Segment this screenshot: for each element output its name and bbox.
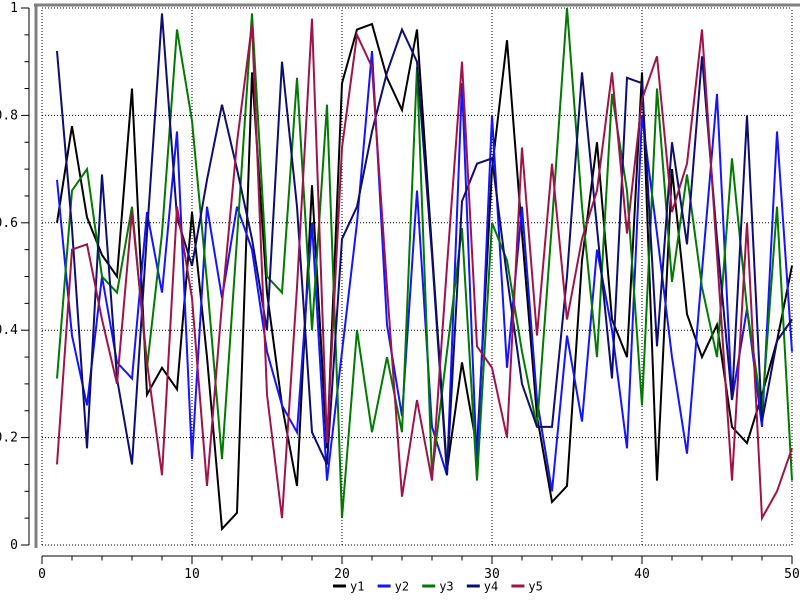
y-tick-label: 1 [10,1,18,16]
x-tick-label: 50 [784,567,800,582]
data-series [56,7,793,532]
y-tick-label: 0.2 [0,431,18,446]
y-tick-label: 0 [10,538,18,553]
legend-label-y4: y4 [484,580,498,594]
y-tick-label: 0.6 [0,216,18,231]
legend-label-y5: y5 [528,580,542,594]
x-axis: 0 10 20 30 40 50 [38,555,800,582]
x-tick-label: 0 [38,567,46,582]
x-tick-label: 10 [184,567,200,582]
y-tick-label: 0.4 [0,323,18,338]
legend-label-y1: y1 [350,580,364,594]
x-tick-label: 40 [634,567,650,582]
series-line-y2 [56,50,793,492]
series-line-y1 [56,22,793,532]
series-line-y5 [56,18,793,522]
legend-label-y2: y2 [395,580,409,594]
y-axis: 0 0.2 0.4 0.6 0.8 1 [0,1,30,553]
x-tick-label: 20 [334,567,350,582]
x-tick-label: 30 [484,567,500,582]
y-tick-label: 0.8 [0,108,18,123]
legend-label-y3: y3 [439,580,453,594]
chart-legend: y1 y2 y3 y4 y5 [333,580,543,594]
plot-frame [34,3,800,548]
series-line-y3 [56,7,793,519]
